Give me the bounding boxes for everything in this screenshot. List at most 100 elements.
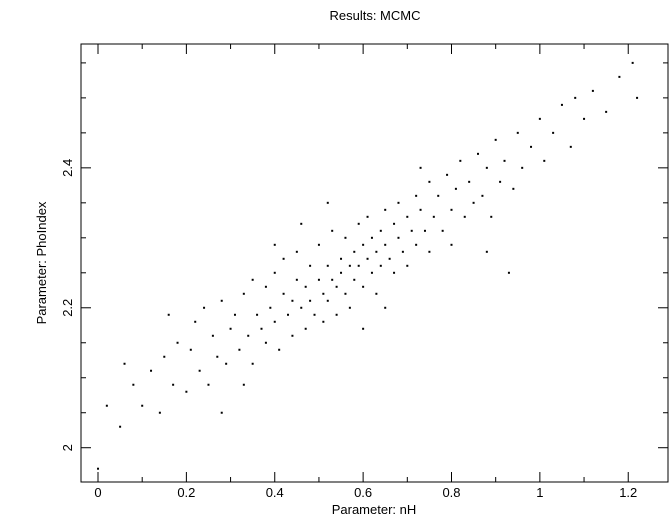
point (322, 292, 325, 295)
x-tick-label: 0 (94, 485, 101, 500)
point (273, 243, 276, 246)
point (432, 215, 435, 218)
point (344, 236, 347, 239)
point (384, 243, 387, 246)
point (574, 96, 577, 99)
point (362, 285, 365, 288)
point (326, 201, 329, 204)
point (304, 285, 307, 288)
point (530, 145, 533, 148)
point (233, 313, 236, 316)
point (362, 243, 365, 246)
point (357, 264, 360, 267)
point (269, 306, 272, 309)
point (552, 131, 555, 134)
point (397, 201, 400, 204)
point (583, 117, 586, 120)
x-tick-label: 1 (536, 485, 543, 500)
point (428, 180, 431, 183)
point (370, 271, 373, 274)
point (366, 215, 369, 218)
point (490, 215, 493, 218)
point (220, 411, 223, 414)
point (507, 271, 510, 274)
point (441, 229, 444, 232)
point (512, 187, 515, 190)
point (123, 362, 126, 365)
point (304, 327, 307, 330)
x-tick-label: 0.6 (354, 485, 372, 500)
point (357, 222, 360, 225)
point (105, 404, 108, 407)
point (366, 257, 369, 260)
point (375, 292, 378, 295)
point (295, 278, 298, 281)
point (485, 166, 488, 169)
point (331, 229, 334, 232)
point (247, 334, 250, 337)
point (176, 341, 179, 344)
point (331, 278, 334, 281)
point (300, 222, 303, 225)
point (317, 243, 320, 246)
point (291, 334, 294, 337)
point (300, 306, 303, 309)
point (516, 131, 519, 134)
point (335, 285, 338, 288)
point (569, 145, 572, 148)
point (419, 208, 422, 211)
point (172, 383, 175, 386)
point (348, 306, 351, 309)
point (141, 404, 144, 407)
point (322, 320, 325, 323)
point (379, 229, 382, 232)
x-tick-label: 1.2 (619, 485, 637, 500)
point (335, 313, 338, 316)
point (260, 327, 263, 330)
point (384, 306, 387, 309)
point (309, 264, 312, 267)
point (631, 61, 634, 64)
point (393, 271, 396, 274)
point (543, 159, 546, 162)
point (397, 236, 400, 239)
point (317, 278, 320, 281)
point (362, 327, 365, 330)
point (605, 110, 608, 113)
chart-title: Results: MCMC (329, 8, 420, 23)
point (375, 250, 378, 253)
point (264, 341, 267, 344)
point (521, 166, 524, 169)
point (370, 236, 373, 239)
point (273, 320, 276, 323)
point (150, 369, 153, 372)
point (264, 285, 267, 288)
point (419, 166, 422, 169)
point (158, 411, 161, 414)
point (393, 222, 396, 225)
point (468, 180, 471, 183)
point (538, 117, 541, 120)
x-tick-label: 0.8 (442, 485, 460, 500)
point (340, 257, 343, 260)
x-axis-label: Parameter: nH (332, 502, 417, 516)
point (485, 250, 488, 253)
point (560, 103, 563, 106)
point (459, 159, 462, 162)
point (636, 96, 639, 99)
point (423, 229, 426, 232)
y-tick-label: 2 (60, 444, 75, 451)
x-tick-label: 0.4 (266, 485, 284, 500)
point (388, 257, 391, 260)
point (251, 278, 254, 281)
point (406, 215, 409, 218)
point (348, 264, 351, 267)
point (282, 257, 285, 260)
point (291, 299, 294, 302)
point (454, 187, 457, 190)
point (309, 299, 312, 302)
point (194, 320, 197, 323)
y-tick-label: 2.4 (60, 159, 75, 177)
y-tick-label: 2.2 (60, 299, 75, 317)
